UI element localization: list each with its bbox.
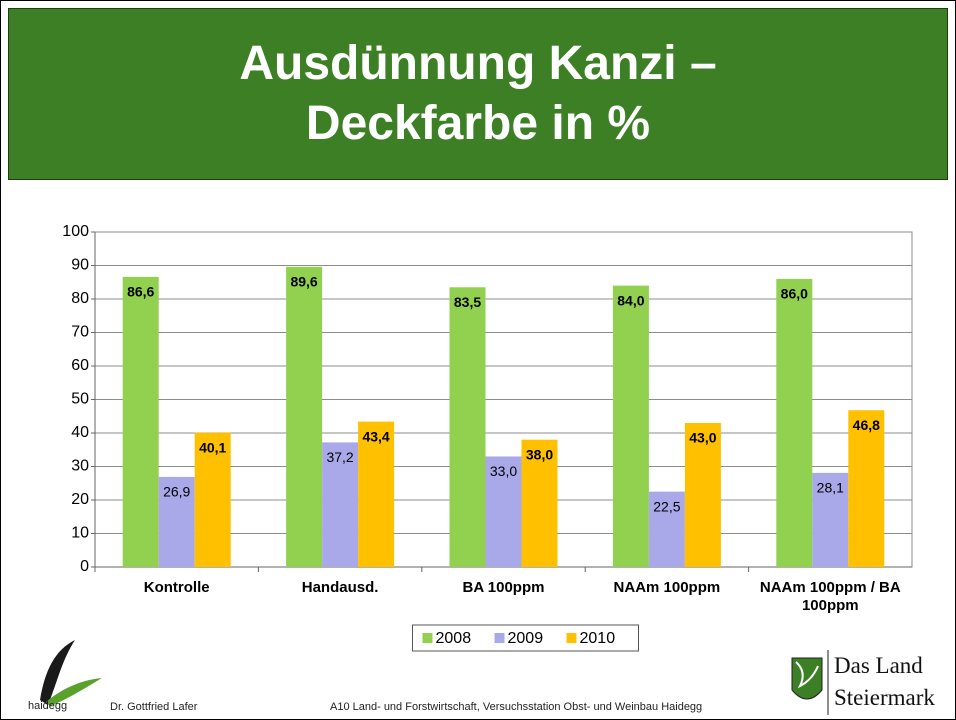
y-tick-label: 30: [71, 458, 89, 475]
bar: [194, 432, 231, 567]
y-tick-label: 90: [71, 257, 89, 274]
bar: [286, 266, 323, 567]
bar: [449, 287, 486, 567]
coat-of-arms: [791, 657, 823, 700]
bar: [521, 439, 558, 567]
value-label: 22,5: [653, 498, 680, 514]
haidegg-logo: [40, 640, 75, 705]
value-label: 28,1: [817, 480, 844, 496]
legend-label: 2010: [580, 630, 616, 647]
y-tick-label: 10: [71, 525, 89, 542]
y-tick-label: 100: [62, 223, 89, 240]
y-tick-label: 70: [71, 324, 89, 341]
y-tick-label: 60: [71, 357, 89, 374]
bar: [122, 276, 159, 567]
value-label: 43,4: [362, 428, 389, 444]
bar: [358, 421, 395, 567]
legend-swatch: [566, 633, 577, 643]
header: Ausdünnung Kanzi – Deckfarbe in %: [8, 8, 948, 180]
y-tick-label: 20: [71, 491, 89, 508]
legend-box: [412, 624, 639, 652]
x-tick-label: BA 100ppm: [462, 579, 545, 596]
value-label: 86,0: [781, 286, 808, 302]
logo-text: haidegg: [28, 700, 68, 712]
bar: [485, 456, 522, 567]
bar: [812, 472, 849, 567]
y-tick-label: 80: [71, 290, 89, 307]
value-label: 26,9: [163, 484, 190, 500]
value-label: 84,0: [617, 292, 644, 308]
bar: [684, 422, 721, 567]
value-label: 86,6: [127, 284, 154, 300]
legend-swatch: [422, 633, 433, 643]
author: Dr. Gottfried Lafer: [110, 701, 198, 713]
bar: [776, 278, 813, 567]
value-label: 89,6: [290, 274, 317, 290]
x-tick-label: Handausd.: [301, 579, 379, 596]
legend-swatch: [494, 633, 505, 643]
legend-label: 2008: [436, 630, 472, 647]
legend-label: 2009: [508, 630, 544, 647]
value-label: 38,0: [526, 446, 553, 462]
value-label: 37,2: [326, 449, 353, 465]
y-tick-label: 50: [71, 391, 89, 408]
land-line-1: Das Land: [834, 653, 923, 678]
land-line-2: Steiermark: [834, 685, 935, 710]
x-tick-label: NAAm 100ppm / BA 100ppm: [759, 579, 901, 614]
bar: [648, 491, 685, 567]
haidegg-logo-leaf: [46, 678, 102, 706]
y-tick-label: 40: [71, 424, 89, 441]
x-tick-label: NAAm 100ppm: [613, 579, 721, 596]
bar: [158, 476, 195, 567]
institution: A10 Land- und Forstwirtschaft, Versuchss…: [330, 701, 703, 713]
bar: [322, 442, 359, 567]
value-label: 43,0: [689, 430, 716, 446]
y-tick-label: 0: [80, 558, 89, 575]
bar: [848, 410, 885, 567]
value-label: 33,0: [490, 463, 517, 479]
value-label: 83,5: [454, 294, 481, 310]
bar: [612, 285, 649, 567]
value-label: 46,8: [853, 417, 880, 433]
value-label: 40,1: [199, 439, 226, 455]
x-tick-label: Kontrolle: [143, 579, 210, 596]
coat-of-arms-panther: [795, 661, 819, 689]
slide-title: Ausdünnung Kanzi – Deckfarbe in %: [239, 37, 717, 150]
